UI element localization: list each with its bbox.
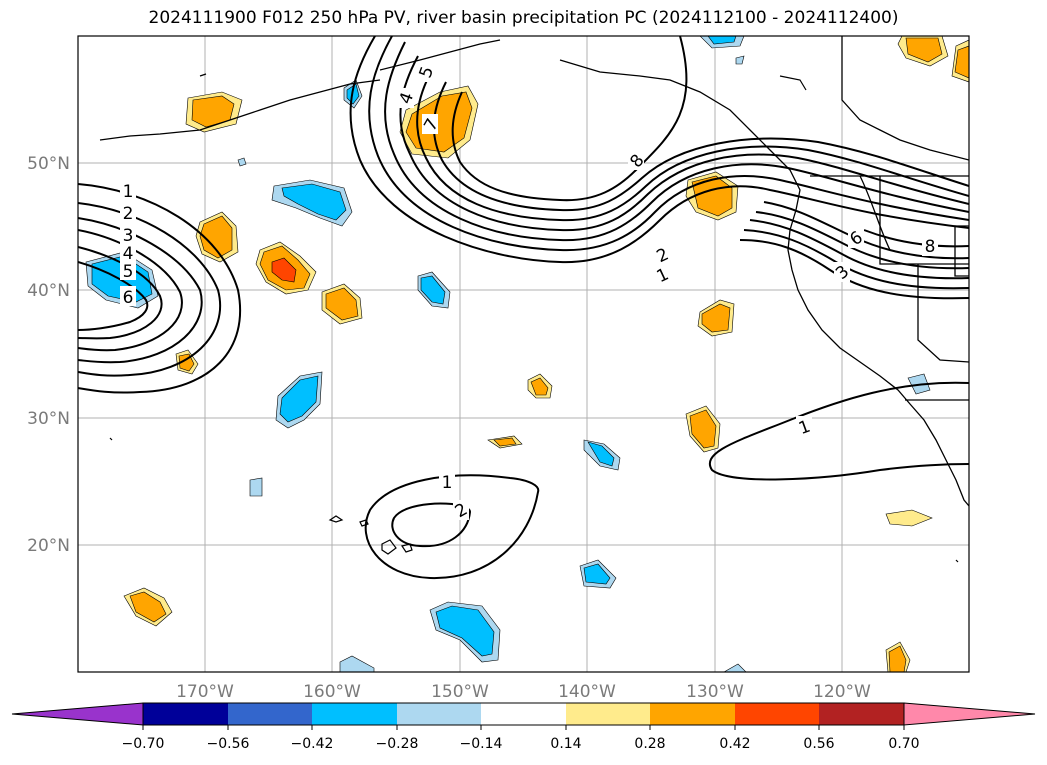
precip-patch — [691, 175, 733, 217]
precip-patch — [701, 303, 731, 333]
lon-label: 170°W — [176, 682, 234, 702]
colorbar-segment — [143, 703, 228, 725]
map-frame — [77, 35, 970, 673]
lon-label: 160°W — [303, 682, 361, 702]
precip-patch — [129, 591, 167, 623]
colorbar-tick-label: −0.42 — [291, 736, 334, 752]
precip-patch — [707, 36, 737, 45]
lon-label: 120°W — [813, 682, 871, 702]
lon-label: 130°W — [686, 682, 744, 702]
contour-labels: 1 2 3 4 5 6 7 8 1 2 1 1 2 3 — [120, 62, 938, 522]
colorbar-tick-label: 0.14 — [550, 736, 581, 752]
precip-patch — [905, 37, 943, 63]
precip-patch — [271, 257, 297, 283]
colorbar-tick-label: −0.56 — [207, 736, 250, 752]
precip-patch — [325, 287, 359, 321]
colorbar-tick-label: 0.28 — [634, 736, 665, 752]
colorbar-segment — [650, 703, 735, 725]
lon-label: 150°W — [431, 682, 489, 702]
precip-patch — [587, 441, 615, 467]
lon-label: 140°W — [558, 682, 616, 702]
precip-patch — [281, 183, 347, 221]
colorbar-segment — [735, 703, 819, 725]
precip-patch — [583, 563, 611, 585]
colorbar-tick-label: 0.42 — [719, 736, 750, 752]
colorbar-segment — [228, 703, 312, 725]
lat-label: 40°N — [27, 281, 70, 301]
islands — [109, 73, 959, 563]
colorbar-segment — [819, 703, 904, 725]
coastlines — [99, 36, 969, 507]
contour-label: 5 — [123, 262, 134, 282]
colorbar-tick-label: −0.14 — [460, 736, 503, 752]
contour-label: 6 — [123, 288, 134, 308]
contour-label: 8 — [925, 237, 936, 257]
colorbar-segment — [566, 703, 650, 725]
lat-label: 30°N — [27, 409, 70, 429]
precip-patch — [735, 55, 745, 65]
precip-patch — [530, 377, 549, 396]
contour-label: 2 — [123, 204, 134, 224]
precip-patch — [199, 215, 233, 259]
precip-patch — [493, 437, 517, 447]
map-title: 2024111900 F012 250 hPa PV, river basin … — [148, 8, 899, 28]
lat-label: 20°N — [27, 536, 70, 556]
precip-patch — [723, 663, 747, 672]
precip-patch — [885, 509, 933, 527]
longitude-labels: 170°W 160°W 150°W 140°W 130°W 120°W — [176, 682, 871, 702]
precip-patch — [420, 275, 446, 305]
colorbar-segment — [481, 703, 566, 725]
contour-label: 3 — [123, 226, 134, 246]
precip-patch — [237, 157, 247, 167]
precip-patch — [249, 477, 263, 497]
colorbar: −0.70 −0.56 −0.42 −0.28 −0.14 0.14 0.28 … — [11, 702, 1036, 752]
colorbar-segment — [312, 703, 397, 725]
contour-label: 4 — [123, 244, 134, 264]
colorbar-tick-label: −0.28 — [376, 736, 419, 752]
precip-patch — [954, 45, 969, 79]
plot-area: 1 2 3 4 5 6 7 8 1 2 1 1 2 3 — [78, 36, 969, 672]
colorbar-tick-label: 0.56 — [803, 736, 834, 752]
contour-label: 1 — [123, 182, 134, 202]
lat-label: 50°N — [27, 154, 70, 174]
precip-patch — [689, 409, 717, 449]
precip-patch — [178, 353, 195, 372]
contour-label: 1 — [442, 473, 453, 493]
colorbar-segment — [397, 703, 481, 725]
precip-patch — [279, 375, 319, 423]
latitude-labels: 50°N 40°N 30°N 20°N — [27, 154, 70, 556]
colorbar-tick-label: 0.70 — [888, 736, 919, 752]
precip-patch — [339, 655, 375, 672]
precip-patch — [435, 605, 495, 657]
pv-contours — [78, 36, 969, 580]
colorbar-extend-left — [11, 702, 144, 726]
colorbar-extend-right — [903, 702, 1036, 726]
precip-patch — [888, 645, 907, 672]
colorbar-tick-label: −0.70 — [122, 736, 165, 752]
